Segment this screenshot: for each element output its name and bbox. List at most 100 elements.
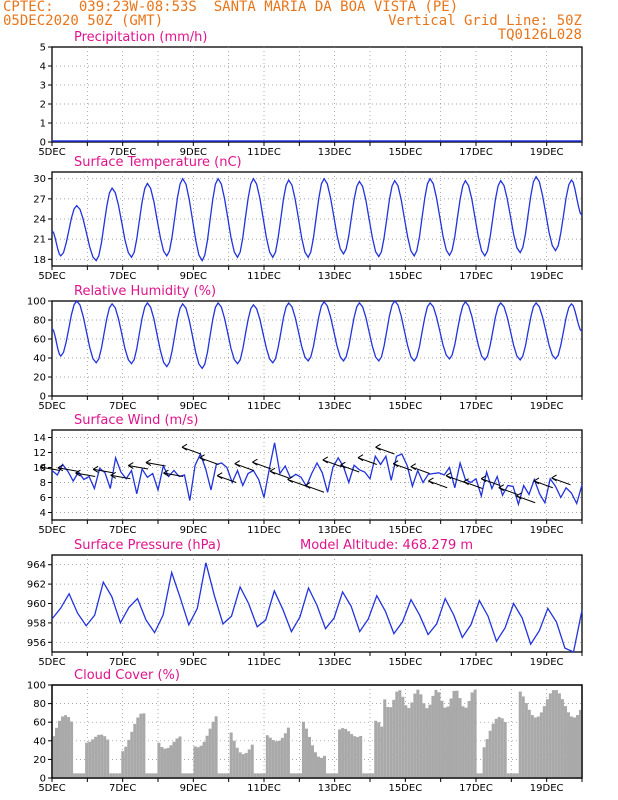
cloud-bar bbox=[229, 732, 233, 778]
wind-arrow-head bbox=[216, 475, 223, 480]
cloud-bar bbox=[283, 733, 287, 778]
wind-arrow-head bbox=[445, 472, 452, 477]
x-tick-label: 17DEC bbox=[459, 783, 493, 794]
header-location: CPTEC: 039:23W-08:53S SANTA MARIA DA BOA… bbox=[3, 0, 459, 15]
cloud-bar bbox=[491, 723, 495, 778]
cloud-bar bbox=[160, 747, 164, 778]
cloud-bar bbox=[434, 689, 438, 778]
x-tick-label: 7DEC bbox=[109, 657, 136, 668]
panel-title: Surface Pressure (hPa) bbox=[74, 538, 221, 553]
panel-title: Surface Temperature (nC) bbox=[74, 155, 242, 170]
y-tick-label: 5 bbox=[40, 43, 46, 54]
cloud-bar bbox=[307, 736, 311, 778]
wind-arrow-head bbox=[92, 465, 99, 470]
cloud-bar bbox=[169, 745, 173, 778]
cloud-bar bbox=[548, 693, 552, 778]
y-tick-label: 12 bbox=[33, 448, 46, 459]
wind-arrow-head bbox=[498, 484, 505, 489]
wind-arrow-head bbox=[269, 467, 276, 472]
cloud-bar bbox=[338, 729, 342, 778]
wind-arrow bbox=[305, 484, 325, 493]
cloud-bar bbox=[112, 773, 116, 778]
cloud-bar bbox=[368, 773, 372, 778]
x-tick-label: 17DEC bbox=[459, 525, 493, 536]
cloud-bar bbox=[512, 773, 516, 778]
cloud-bar bbox=[404, 705, 408, 778]
y-tick-label: 958 bbox=[27, 618, 46, 629]
cloud-bar bbox=[178, 736, 182, 778]
x-tick-label: 9DEC bbox=[180, 271, 207, 282]
y-tick-label: 40 bbox=[33, 354, 46, 365]
y-tick-label: 0 bbox=[40, 774, 46, 785]
cloud-bar bbox=[115, 773, 119, 778]
cloud-bar bbox=[461, 706, 465, 778]
wind-arrow-head bbox=[181, 443, 188, 448]
wind-arrow-head bbox=[392, 463, 399, 468]
cloud-bar bbox=[133, 723, 137, 778]
cloud-bar bbox=[217, 773, 221, 778]
y-tick-label: 0 bbox=[40, 138, 46, 149]
cloud-bar bbox=[398, 690, 402, 778]
cloud-bar bbox=[326, 773, 330, 778]
wind-arrow-head bbox=[57, 464, 64, 469]
wind-arrow-head bbox=[110, 474, 116, 479]
cloud-bar bbox=[295, 773, 299, 778]
cloud-bar bbox=[187, 773, 191, 778]
panel-annotation: Model Altitude: 468.279 m bbox=[300, 538, 473, 553]
cloud-bar bbox=[317, 756, 321, 778]
header-date: 05DEC2020 50Z (GMT) bbox=[3, 13, 164, 29]
wind-arrow-head bbox=[304, 484, 311, 489]
x-tick-label: 15DEC bbox=[388, 525, 422, 536]
cloud-bar bbox=[244, 752, 248, 778]
y-tick-label: 24 bbox=[33, 215, 46, 226]
cloud-bar bbox=[232, 740, 236, 778]
wind-arrow-head bbox=[57, 467, 64, 472]
y-tick-label: 20 bbox=[33, 373, 46, 384]
x-tick-label: 17DEC bbox=[459, 401, 493, 412]
series-line bbox=[51, 562, 583, 653]
cloud-bar bbox=[118, 773, 122, 778]
x-tick-label: 5DEC bbox=[38, 783, 65, 794]
wind-arrow bbox=[357, 457, 377, 465]
cloud-bar bbox=[82, 773, 86, 778]
wind-arrow bbox=[234, 463, 254, 471]
cloud-bar bbox=[127, 739, 131, 778]
x-tick-label: 11DEC bbox=[247, 401, 281, 412]
cloud-bar bbox=[356, 737, 360, 778]
x-tick-label: 11DEC bbox=[247, 525, 281, 536]
wind-arrow-head bbox=[498, 487, 505, 492]
cloud-bar bbox=[377, 722, 381, 778]
cloud-bar bbox=[73, 773, 77, 778]
x-tick-label: 15DEC bbox=[388, 783, 422, 794]
cloud-bar bbox=[52, 736, 56, 778]
cloud-bar bbox=[425, 708, 429, 778]
cloud-bar bbox=[332, 773, 336, 778]
wind-arrow bbox=[516, 495, 536, 504]
y-tick-label: 18 bbox=[33, 255, 46, 266]
cloud-bar bbox=[190, 773, 194, 778]
cloud-bar bbox=[223, 773, 227, 778]
cloud-bar bbox=[395, 691, 399, 778]
y-tick-label: 60 bbox=[33, 718, 46, 729]
header-model: TQ0126L028 bbox=[497, 27, 582, 43]
wind-arrow bbox=[428, 480, 448, 489]
y-tick-label: 80 bbox=[33, 316, 46, 327]
wind-arrow-head bbox=[234, 463, 241, 468]
cloud-bar bbox=[148, 773, 152, 778]
wind-arrow bbox=[287, 478, 307, 487]
cloud-bar bbox=[91, 739, 95, 778]
y-tick-label: 27 bbox=[33, 194, 46, 205]
cloud-bar bbox=[341, 728, 345, 778]
x-tick-label: 5DEC bbox=[38, 657, 65, 668]
cloud-bar bbox=[139, 713, 143, 778]
wind-arrow-head bbox=[480, 478, 487, 483]
cloud-bar bbox=[476, 773, 480, 778]
cloud-bar bbox=[410, 702, 414, 778]
wind-arrow bbox=[181, 446, 201, 455]
cloud-bar bbox=[518, 691, 522, 778]
cloud-bar bbox=[383, 699, 387, 778]
cloud-bar bbox=[208, 728, 212, 778]
y-tick-label: 4 bbox=[40, 508, 46, 519]
cloud-bar bbox=[350, 734, 354, 778]
